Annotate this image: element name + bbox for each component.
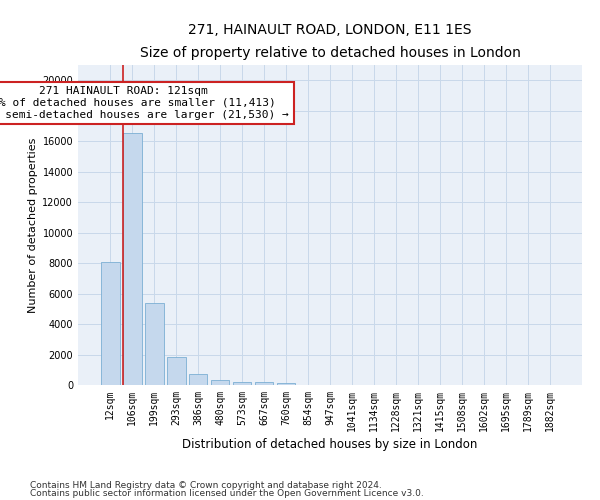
Text: Contains HM Land Registry data © Crown copyright and database right 2024.: Contains HM Land Registry data © Crown c… xyxy=(30,481,382,490)
Text: 271 HAINAULT ROAD: 121sqm
← 35% of detached houses are smaller (11,413)
65% of s: 271 HAINAULT ROAD: 121sqm ← 35% of detac… xyxy=(0,86,289,120)
Bar xyxy=(277,383,295,385)
Bar xyxy=(123,133,142,385)
Bar xyxy=(101,262,119,385)
Title: 271, HAINAULT ROAD, LONDON, E11 1ES
Size of property relative to detached houses: 271, HAINAULT ROAD, LONDON, E11 1ES Size… xyxy=(140,23,520,60)
Bar xyxy=(167,357,185,385)
Bar xyxy=(189,374,208,385)
Bar xyxy=(255,382,274,385)
Text: Contains public sector information licensed under the Open Government Licence v3: Contains public sector information licen… xyxy=(30,488,424,498)
X-axis label: Distribution of detached houses by size in London: Distribution of detached houses by size … xyxy=(182,438,478,451)
Bar xyxy=(233,382,251,385)
Bar xyxy=(211,380,229,385)
Y-axis label: Number of detached properties: Number of detached properties xyxy=(28,138,38,312)
Bar xyxy=(145,304,164,385)
